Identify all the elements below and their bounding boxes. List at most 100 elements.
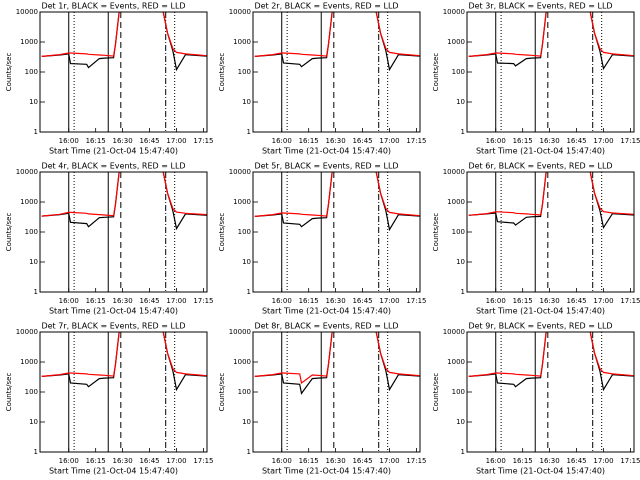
x-tick-label: 16:15 <box>513 137 533 145</box>
y-tick-label: 10 <box>29 418 38 426</box>
x-tick-label: 17:15 <box>406 137 426 145</box>
plot-lines <box>254 12 420 72</box>
x-tick-label: 16:15 <box>299 297 319 305</box>
x-tick-label: 16:45 <box>566 137 586 145</box>
panel: Det 8r, BLACK = Events, RED = LLD Start T… <box>218 322 427 476</box>
x-tick-label: 17:00 <box>593 297 613 305</box>
x-tick-label: 17:00 <box>166 137 186 145</box>
plot-frame <box>252 331 421 453</box>
y-axis-label: Counts/sec <box>5 53 13 92</box>
y-tick-label: 1000 <box>20 38 38 46</box>
x-tick-label: 16:30 <box>540 137 560 145</box>
chart-title: Det 5r, BLACK = Events, RED = LLD <box>254 162 398 171</box>
plot-lines <box>41 332 207 392</box>
y-tick-label: 10000 <box>443 8 465 16</box>
y-tick-label: 1 <box>461 448 465 456</box>
y-tick-label: 1000 <box>447 198 465 206</box>
plot-frame <box>252 11 421 133</box>
x-tick-label: 17:00 <box>379 457 399 465</box>
x-tick-label: 17:00 <box>593 137 613 145</box>
plot-frame <box>39 331 208 453</box>
y-tick-label: 1 <box>34 128 38 136</box>
x-axis-label: Start Time (21-Oct-04 15:47:40) <box>49 307 178 316</box>
y-tick-label: 10000 <box>229 8 251 16</box>
y-tick-label: 1000 <box>233 198 251 206</box>
data-line <box>41 12 207 72</box>
y-tick-label: 100 <box>452 68 465 76</box>
y-tick-label: 1000 <box>233 38 251 46</box>
y-axis-label: Counts/sec <box>432 373 440 412</box>
y-tick-label: 100 <box>238 228 251 236</box>
y-tick-label: 10 <box>456 98 465 106</box>
x-tick-label: 16:00 <box>272 297 292 305</box>
x-tick-label: 17:00 <box>166 457 186 465</box>
data-line <box>41 172 207 231</box>
y-tick-label: 10 <box>29 98 38 106</box>
plot-frame <box>39 11 208 133</box>
y-tick-label: 100 <box>25 228 38 236</box>
x-tick-label: 16:00 <box>59 297 79 305</box>
y-tick-label: 10 <box>242 258 251 266</box>
plot-frame <box>252 171 421 293</box>
y-tick-label: 1000 <box>20 358 38 366</box>
x-tick-label: 16:45 <box>352 297 372 305</box>
y-tick-label: 100 <box>452 228 465 236</box>
x-tick-label: 17:00 <box>166 297 186 305</box>
x-tick-label: 16:15 <box>86 137 106 145</box>
plot-lines <box>41 172 207 231</box>
x-tick-label: 16:30 <box>113 137 133 145</box>
data-line <box>468 172 634 230</box>
x-tick-label: 16:45 <box>566 457 586 465</box>
data-line <box>468 332 634 377</box>
x-tick-label: 16:00 <box>59 457 79 465</box>
data-line <box>468 12 634 71</box>
y-tick-label: 100 <box>238 388 251 396</box>
x-tick-label: 16:15 <box>513 457 533 465</box>
x-tick-label: 16:45 <box>139 137 159 145</box>
x-tick-label: 16:30 <box>326 457 346 465</box>
y-tick-label: 10 <box>456 258 465 266</box>
y-tick-label: 10000 <box>16 8 38 16</box>
plot-frame <box>39 171 208 293</box>
x-tick-label: 17:00 <box>379 137 399 145</box>
y-axis-label: Counts/sec <box>432 213 440 252</box>
data-line <box>254 332 420 385</box>
plot-lines <box>254 172 420 232</box>
x-tick-label: 17:15 <box>193 297 213 305</box>
y-tick-label: 10000 <box>443 168 465 176</box>
data-line <box>254 172 420 217</box>
x-axis-label: Start Time (21-Oct-04 15:47:40) <box>49 467 178 476</box>
y-tick-label: 10000 <box>16 168 38 176</box>
x-tick-label: 16:15 <box>299 137 319 145</box>
x-tick-label: 16:15 <box>86 297 106 305</box>
plot-lines <box>468 332 634 392</box>
x-tick-label: 16:15 <box>299 457 319 465</box>
x-tick-label: 17:15 <box>620 297 640 305</box>
x-tick-label: 16:45 <box>352 137 372 145</box>
x-tick-label: 16:30 <box>326 297 346 305</box>
y-tick-label: 10 <box>242 418 251 426</box>
x-axis-label: Start Time (21-Oct-04 15:47:40) <box>262 147 391 156</box>
panel: Det 2r, BLACK = Events, RED = LLD Start T… <box>218 2 427 156</box>
x-tick-label: 17:00 <box>379 297 399 305</box>
panel: Det 3r, BLACK = Events, RED = LLD Start T… <box>432 2 640 156</box>
y-tick-label: 1 <box>461 288 465 296</box>
x-axis-label: Start Time (21-Oct-04 15:47:40) <box>49 147 178 156</box>
x-tick-label: 17:15 <box>620 457 640 465</box>
data-line <box>254 12 420 72</box>
x-tick-label: 17:15 <box>406 457 426 465</box>
panel: Det 7r, BLACK = Events, RED = LLD Start T… <box>5 322 214 476</box>
x-tick-label: 16:30 <box>113 457 133 465</box>
data-line <box>41 332 207 392</box>
x-tick-label: 16:45 <box>139 457 159 465</box>
data-line <box>41 12 207 57</box>
data-line <box>41 172 207 217</box>
x-tick-label: 17:00 <box>593 457 613 465</box>
chart-title: Det 4r, BLACK = Events, RED = LLD <box>41 162 185 171</box>
x-tick-label: 16:45 <box>566 297 586 305</box>
y-tick-label: 10000 <box>16 328 38 336</box>
x-tick-label: 16:00 <box>272 137 292 145</box>
y-axis-label: Counts/sec <box>432 53 440 92</box>
